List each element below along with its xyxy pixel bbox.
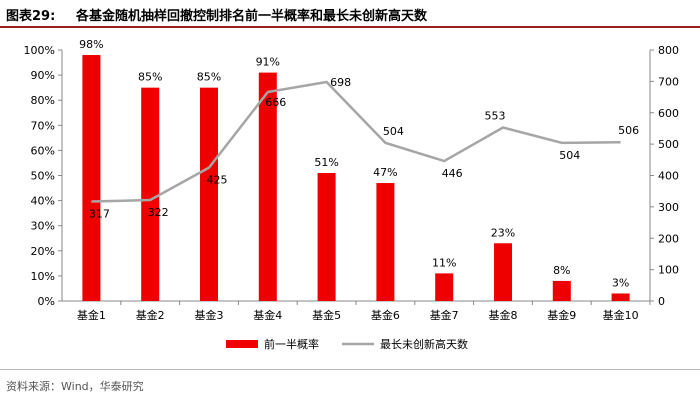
x-tick-label: 基金4 — [253, 308, 282, 322]
bar — [82, 55, 101, 301]
y-left-tick-label: 70% — [31, 119, 55, 132]
bar-data-label: 98% — [79, 38, 103, 51]
line-series — [91, 80, 621, 203]
bar-data-label: 47% — [373, 166, 397, 179]
line-data-label: 666 — [265, 96, 286, 109]
legend-bar-label: 前一半概率 — [264, 337, 319, 351]
y-left-tick-label: 80% — [31, 94, 55, 107]
bar-data-label: 11% — [432, 256, 456, 269]
line-data-label: 504 — [559, 149, 580, 162]
bar-data-label: 3% — [612, 276, 629, 289]
bar — [494, 243, 512, 301]
y-right-tick-label: 0 — [658, 295, 665, 308]
y-left-tick-label: 60% — [31, 144, 55, 157]
bar — [376, 183, 395, 301]
line-data-label: 553 — [485, 109, 506, 122]
y-left-tick-label: 100% — [24, 44, 55, 57]
bar-data-label: 23% — [491, 226, 515, 239]
bar-data-label: 51% — [314, 156, 338, 169]
bar — [611, 293, 630, 301]
y-right-tick-label: 500 — [658, 138, 679, 151]
x-tick-label: 基金8 — [489, 308, 518, 322]
chart-title: 各基金随机抽样回撤控制排名前一半概率和最长未创新高天数 — [76, 9, 428, 24]
y-left-tick-label: 30% — [31, 220, 55, 233]
y-left-tick-label: 0% — [38, 295, 55, 308]
x-tick-label: 基金1 — [77, 308, 106, 322]
y-left-tick-label: 40% — [31, 195, 55, 208]
source-note: 资料来源：Wind，华泰研究 — [6, 380, 144, 393]
x-tick-label: 基金7 — [430, 308, 459, 322]
y-right-tick-label: 600 — [658, 107, 679, 120]
y-left-tick-label: 20% — [31, 245, 55, 258]
bar — [552, 280, 571, 301]
bar — [258, 72, 277, 301]
x-tick-label: 基金3 — [195, 308, 224, 322]
y-right-tick-label: 800 — [658, 44, 679, 57]
bar-data-label: 85% — [197, 71, 221, 84]
legend-line-label: 最长未创新高天数 — [380, 337, 468, 351]
x-tick-label: 基金9 — [547, 308, 576, 322]
figure-number: 图表29: — [6, 9, 56, 24]
x-tick-label: 基金6 — [371, 308, 400, 322]
line-data-label: 506 — [618, 124, 639, 137]
bar — [200, 87, 218, 302]
x-tick-label: 基金2 — [136, 308, 165, 322]
y-left-tick-label: 10% — [31, 270, 55, 283]
x-tick-label: 基金10 — [603, 308, 639, 322]
y-right-tick-label: 100 — [658, 264, 679, 277]
legend-bar-swatch — [226, 340, 258, 348]
bar — [141, 87, 160, 302]
bottom-rule — [0, 369, 700, 370]
line-data-label: 504 — [383, 125, 404, 138]
y-right-tick-label: 400 — [658, 170, 679, 183]
line-data-label: 317 — [89, 208, 110, 221]
bar — [435, 273, 454, 301]
bar — [317, 172, 336, 301]
title-bar: 图表29: 各基金随机抽样回撤控制排名前一半概率和最长未创新高天数 — [0, 0, 700, 28]
y-left-tick-label: 90% — [31, 69, 55, 82]
y-right-tick-label: 300 — [658, 201, 679, 214]
bar-data-label: 8% — [553, 264, 570, 277]
bar-data-label: 85% — [138, 71, 162, 84]
y-left-tick-label: 50% — [31, 170, 55, 183]
combo-chart: 0% 10% 20% 30% 40% 50% 60% 70% 80% 90% 100% 0 100 200… — [24, 38, 679, 351]
y-right-tick-label: 700 — [658, 75, 679, 88]
line-data-label: 322 — [148, 206, 169, 219]
bar-data-label: 91% — [256, 56, 280, 69]
x-tick-label: 基金5 — [312, 308, 341, 322]
line-data-label: 446 — [442, 167, 463, 180]
y-right-tick-label: 200 — [658, 232, 679, 245]
line-data-label: 698 — [330, 76, 351, 89]
line-data-label: 425 — [207, 174, 228, 187]
